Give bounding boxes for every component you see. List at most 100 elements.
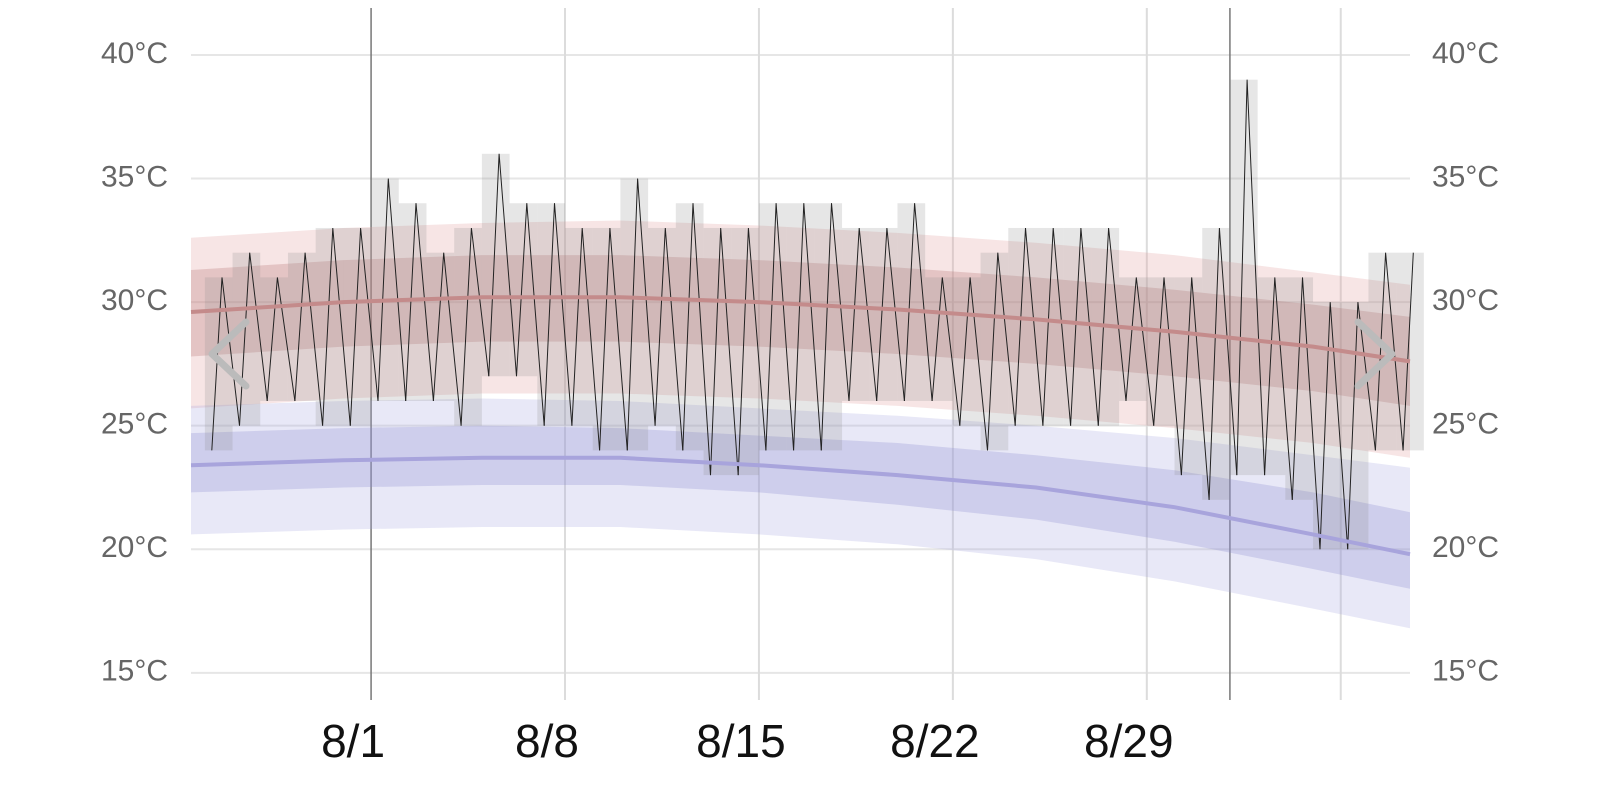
y-tick-label: 20°C <box>101 531 168 564</box>
daily-range <box>1202 227 1230 500</box>
daily-range <box>454 227 482 426</box>
observed-temperature <box>987 252 1016 451</box>
y-tick-label: 40°C <box>101 37 168 70</box>
daily-range <box>675 203 704 451</box>
x-tick-label: 8/1 <box>321 715 385 767</box>
daily-range <box>1146 277 1175 426</box>
observed-temperature <box>1347 302 1376 550</box>
daily-range <box>869 227 898 401</box>
x-tick-label: 8/29 <box>1084 715 1174 767</box>
x-tick-label: 8/22 <box>890 715 980 767</box>
daily-range <box>287 252 316 401</box>
observed-temperature <box>1291 277 1321 550</box>
observed-temperature <box>377 178 407 402</box>
average-line <box>190 295 1411 364</box>
daily-range <box>980 252 1009 451</box>
y-tick-label: 25°C <box>101 408 168 441</box>
daily-range <box>315 227 344 426</box>
observed-temperature <box>1402 252 1414 451</box>
average-line <box>190 455 1411 557</box>
observed-temperature <box>654 227 684 451</box>
observed-temperature <box>903 203 933 402</box>
observed-temperature <box>599 227 628 451</box>
observed-temperature <box>626 178 656 451</box>
y-tick-label: 35°C <box>101 160 168 193</box>
daily-range <box>1340 302 1369 550</box>
observed-temperature <box>931 277 961 426</box>
y-tick-label: 30°C <box>101 284 168 317</box>
observed-temperature <box>793 203 822 451</box>
daily-range <box>620 178 649 451</box>
x-tick-label: 8/8 <box>515 715 579 767</box>
observed-temperature <box>349 227 379 426</box>
daily-range <box>786 203 815 451</box>
observed-temperature <box>1070 227 1099 426</box>
observed-temperature <box>737 227 767 476</box>
observed-temperature <box>1042 227 1072 426</box>
observed-temperature <box>294 252 324 426</box>
prev-arrow[interactable] <box>208 318 250 390</box>
daily-range <box>1035 227 1064 426</box>
daily-range <box>1257 277 1286 476</box>
observed-temperature <box>1125 277 1155 426</box>
band-inner <box>191 425 1410 589</box>
observed-temperature <box>571 227 601 451</box>
band-outer <box>191 220 1410 458</box>
daily-range <box>648 227 676 426</box>
daily-range <box>814 203 843 451</box>
observed-temperature <box>682 203 711 476</box>
observed-temperature <box>488 153 517 377</box>
observed-temperature <box>820 203 850 451</box>
observed-temperature <box>266 277 296 402</box>
y-tick-label-right: 20°C <box>1432 531 1499 564</box>
observed-temperature <box>1374 252 1404 451</box>
daily-range <box>592 227 621 451</box>
observed-temperature <box>1319 302 1349 550</box>
x-tick-label: 8/15 <box>696 715 786 767</box>
observed-temperature <box>322 227 351 426</box>
observed-temperature <box>848 227 878 402</box>
daily-range <box>1119 277 1147 401</box>
observed-temperature <box>405 203 434 402</box>
daily-range <box>343 227 372 426</box>
y-tick-label-right: 15°C <box>1432 655 1499 688</box>
observed-temperature <box>1097 227 1127 426</box>
observed-temperature <box>876 227 905 402</box>
daily-range <box>537 203 566 426</box>
observed-temperature <box>1208 227 1238 500</box>
observed-temperature <box>239 252 268 426</box>
observed-temperature <box>765 203 795 451</box>
daily-range <box>481 153 510 377</box>
observed-temperature <box>710 227 739 476</box>
daily-range <box>1396 252 1424 451</box>
observed-temperature <box>460 227 490 426</box>
observed-temperature <box>1264 277 1293 500</box>
daily-range <box>758 203 787 451</box>
observed-temperature <box>1236 79 1266 476</box>
daily-range <box>1174 277 1203 476</box>
daily-range <box>731 227 759 476</box>
daily-range <box>952 277 981 426</box>
observed-temperature <box>1014 227 1044 426</box>
observed-temperature <box>959 277 988 451</box>
observed-temperature <box>432 252 462 426</box>
y-tick-label-right: 35°C <box>1432 160 1499 193</box>
daily-range <box>1229 79 1258 476</box>
daily-range <box>925 277 953 401</box>
daily-range <box>1008 227 1036 426</box>
y-tick-label-right: 25°C <box>1432 408 1499 441</box>
observed-temperature <box>1153 277 1182 476</box>
daily-range <box>371 178 399 401</box>
daily-range <box>232 252 261 426</box>
observed-temperature <box>516 203 545 426</box>
daily-range <box>1285 277 1314 500</box>
next-arrow[interactable] <box>1354 318 1396 390</box>
observed-temperature <box>543 203 573 426</box>
observed-temperature <box>1180 277 1210 500</box>
daily-range <box>426 252 455 401</box>
y-tick-label-right: 30°C <box>1432 284 1499 317</box>
y-tick-label-right: 40°C <box>1432 37 1499 70</box>
daily-range <box>260 277 288 401</box>
y-tick-label: 15°C <box>101 655 168 688</box>
